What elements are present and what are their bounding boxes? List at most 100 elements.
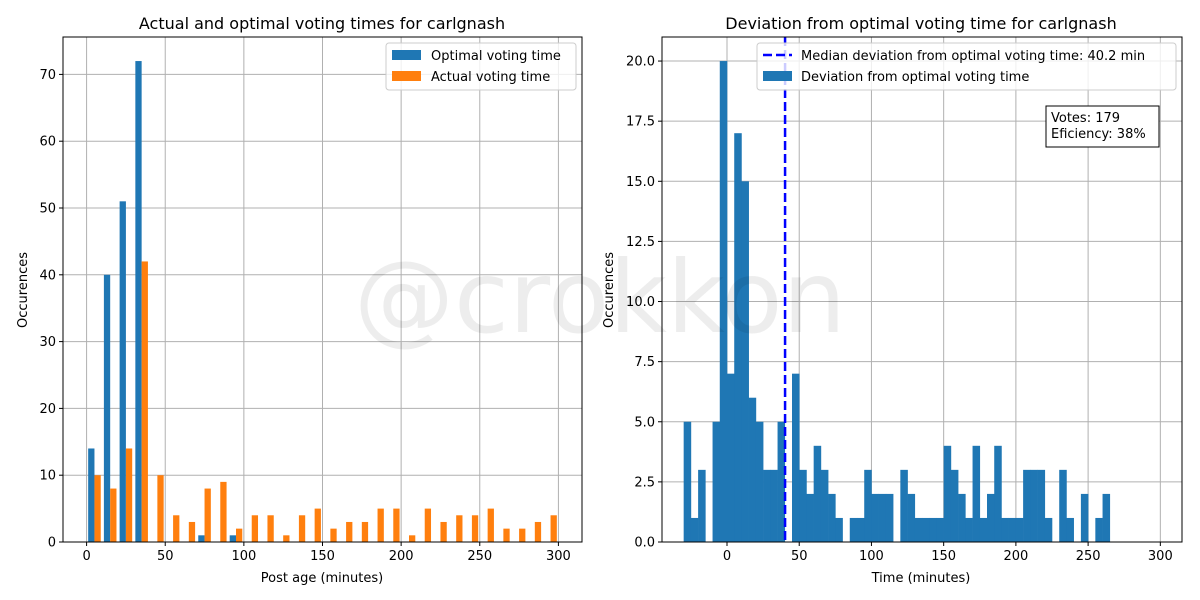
- deviation-bar: [965, 517, 973, 542]
- optimal-bar: [229, 535, 236, 542]
- right-legend-label-median: Median deviation from optimal voting tim…: [801, 49, 1145, 64]
- left-legend-label-optimal: Optimal voting time: [431, 49, 561, 64]
- right-chart-ylabel: Occurences: [602, 252, 617, 328]
- actual-bar: [361, 521, 369, 542]
- left-ytick-label: 50: [39, 202, 56, 217]
- actual-bar: [409, 535, 416, 542]
- deviation-bar: [792, 373, 800, 542]
- stats-annotation: Votes: 179 Eficiency: 38%: [1045, 105, 1160, 148]
- deviation-bar: [987, 493, 995, 542]
- deviation-bar: [907, 493, 916, 542]
- actual-bar: [283, 535, 290, 542]
- deviation-bar: [690, 517, 699, 542]
- deviation-bar: [741, 181, 749, 543]
- deviation-bar: [748, 397, 757, 542]
- left-legend-swatch-optimal: [392, 50, 421, 60]
- actual-bar: [251, 515, 259, 542]
- right-ytick-label: 15.0: [626, 175, 655, 190]
- left-xtick-label: 200: [389, 549, 414, 564]
- deviation-bar: [864, 469, 872, 542]
- left-chart-xlabel: Post age (minutes): [261, 571, 383, 586]
- right-ytick-label: 12.5: [626, 235, 655, 250]
- left-ytick-label: 30: [39, 335, 56, 350]
- deviation-bar: [755, 421, 764, 542]
- right-ytick-label: 10.0: [626, 295, 655, 310]
- deviation-bar: [994, 445, 1002, 542]
- actual-bar: [204, 488, 211, 542]
- actual-bar: [125, 448, 133, 542]
- deviation-bar: [871, 493, 879, 542]
- left-chart-frame: [62, 36, 583, 543]
- deviation-bar: [719, 61, 728, 543]
- deviation-bar: [777, 421, 786, 542]
- left-chart-legend: Optimal voting time Actual voting time: [385, 42, 577, 91]
- votes-count-text: Votes: 179: [1051, 111, 1120, 126]
- deviation-bar: [979, 517, 988, 542]
- deviation-bar: [1023, 469, 1031, 542]
- deviation-bar: [828, 493, 836, 542]
- actual-bar: [377, 508, 384, 542]
- right-ytick-label: 5.0: [634, 415, 655, 430]
- deviation-bar: [835, 517, 843, 542]
- stats-annotation-box: [1045, 105, 1160, 148]
- deviation-bar: [1044, 517, 1053, 542]
- deviation-bar: [1059, 469, 1067, 542]
- right-ytick-label: 17.5: [626, 115, 655, 130]
- actual-bar: [94, 475, 101, 542]
- left-chart: Actual and optimal voting times for carl…: [16, 14, 583, 586]
- actual-bar: [157, 475, 164, 542]
- right-chart-ticks: 0 50 100 150 200 250 300 0.0 2.5 5.0 7.5 10.0 12.5 15…: [626, 55, 1173, 564]
- actual-bar: [330, 528, 337, 542]
- right-chart-legend: Median deviation from optimal voting tim…: [756, 42, 1177, 91]
- deviation-bar: [936, 517, 944, 542]
- actual-bar: [141, 261, 148, 542]
- left-chart-ylabel: Occurences: [16, 252, 31, 328]
- deviation-bar: [878, 493, 887, 542]
- right-chart-frame: [661, 36, 1183, 543]
- deviation-bar: [734, 133, 742, 542]
- deviation-bar: [763, 469, 771, 542]
- left-ytick-label: 0: [48, 536, 56, 551]
- left-chart-ticks: 0 50 100 150 200 250 300 0 10 20 30 40 50 60 70: [39, 68, 570, 564]
- left-xtick-label: 0: [82, 549, 90, 564]
- right-xtick-label: 100: [859, 549, 884, 564]
- right-xtick-label: 0: [723, 549, 731, 564]
- actual-bar: [298, 515, 306, 542]
- actual-bar: [110, 488, 117, 542]
- optimal-bar: [119, 201, 126, 543]
- deviation-bar: [849, 517, 858, 542]
- actual-bar: [346, 521, 353, 542]
- right-chart-title: Deviation from optimal voting time for c…: [725, 14, 1116, 33]
- left-xtick-label: 300: [546, 549, 571, 564]
- actual-bar: [393, 508, 400, 542]
- left-ytick-label: 20: [39, 402, 56, 417]
- left-legend-swatch-actual: [392, 71, 421, 81]
- deviation-bar: [958, 493, 966, 542]
- actual-bar: [503, 528, 510, 542]
- deviation-bar: [1066, 517, 1074, 542]
- actual-bar: [220, 481, 227, 542]
- right-chart-xlabel: Time (minutes): [871, 571, 971, 586]
- left-xtick-label: 50: [157, 549, 174, 564]
- deviation-bar: [1037, 469, 1046, 542]
- left-ytick-label: 70: [39, 68, 56, 83]
- right-xtick-label: 200: [1003, 549, 1028, 564]
- actual-bar: [236, 528, 243, 542]
- deviation-bar: [900, 469, 908, 542]
- actual-bar: [440, 521, 447, 542]
- right-xtick-label: 250: [1076, 549, 1101, 564]
- deviation-bar: [712, 421, 721, 542]
- right-ytick-label: 2.5: [634, 475, 655, 490]
- deviation-bar: [806, 493, 814, 542]
- right-legend-label-deviation: Deviation from optimal voting time: [801, 70, 1029, 85]
- watermark: @crokkon: [354, 239, 846, 356]
- deviation-bar: [727, 373, 735, 542]
- actual-bar: [424, 508, 432, 542]
- deviation-bar: [820, 469, 829, 542]
- deviation-bar: [1015, 517, 1024, 542]
- deviation-bar: [943, 445, 952, 542]
- optimal-bar: [103, 274, 111, 542]
- deviation-bar: [1080, 493, 1089, 542]
- left-legend-label-actual: Actual voting time: [431, 70, 550, 85]
- deviation-bar: [770, 469, 778, 542]
